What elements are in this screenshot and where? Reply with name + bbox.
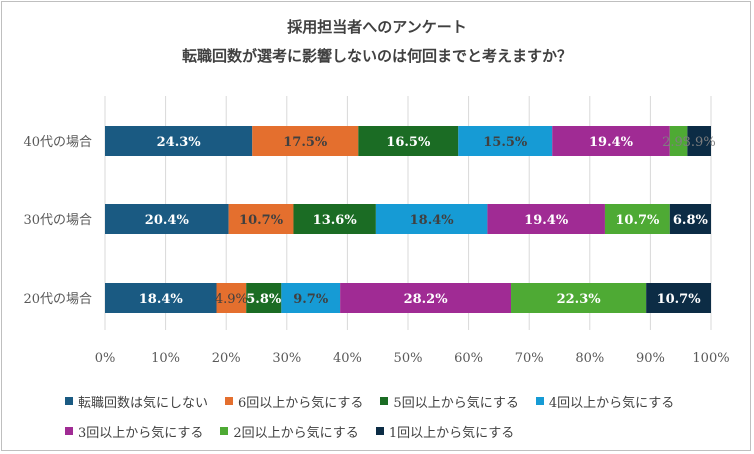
data-label: 10.7% [239, 213, 284, 228]
x-tick-label: 0% [95, 351, 116, 366]
data-label: 15.5% [483, 135, 528, 150]
legend-swatch [375, 427, 384, 435]
data-label: 9.7% [293, 292, 329, 307]
bar-segment [375, 204, 488, 234]
legend-row: 転職回数は気にしない 6回以上から気にする 5回以上から気にする 4回以上から気にする [65, 386, 745, 416]
x-tick-label: 70% [515, 351, 544, 366]
chart-subtitle: 転職回数が選考に影響しないのは何回までと考えますか？ [181, 47, 572, 65]
chart-title: 採用担当者へのアンケート [287, 18, 467, 36]
legend-item: 4回以上から気にする [535, 392, 675, 411]
legend-swatch [65, 397, 73, 405]
bar-segment [552, 126, 670, 156]
x-tick-label: 100% [692, 351, 729, 366]
legend-swatch [380, 397, 389, 405]
x-tick-label: 30% [272, 351, 301, 366]
x-tick-label: 80% [575, 351, 604, 366]
bar-segment [246, 283, 282, 313]
bar-segment [646, 283, 711, 313]
data-label: 19.4% [589, 135, 634, 150]
legend-item: 5回以上から気にする [380, 392, 519, 411]
bar-segment [511, 283, 647, 313]
data-label: 2.9% [662, 135, 695, 150]
bar-segment [669, 204, 711, 234]
data-label: 28.2% [404, 292, 449, 307]
legend-label: 1回以上から気にする [388, 425, 515, 441]
bar-segment [105, 204, 229, 234]
data-label: 16.5% [386, 135, 431, 150]
data-label: 10.7% [657, 292, 702, 307]
x-tick-label: 60% [454, 351, 483, 366]
legend-swatch [225, 397, 234, 405]
data-label: 18.4% [410, 213, 455, 228]
data-label: 24.3% [157, 135, 202, 150]
legend-label: 5回以上から気にする [393, 395, 519, 411]
legend-swatch [220, 427, 229, 435]
data-label: 10.7% [615, 213, 660, 228]
legend-label: 3回以上から気にする [78, 425, 204, 441]
bar-segment [228, 204, 294, 234]
legend-label: 4回以上から気にする [548, 395, 675, 411]
data-label: 17.5% [283, 135, 328, 150]
x-tick-label: 10% [151, 351, 180, 366]
legend-item: 1回以上から気にする [375, 422, 515, 441]
data-label: 4.9% [215, 292, 248, 307]
x-tick-label: 20% [212, 351, 241, 366]
legend-swatch [535, 397, 544, 405]
bar-segment [252, 126, 359, 156]
bar-segment [604, 204, 670, 234]
legend-item: 2回以上から気にする [220, 422, 359, 441]
data-label: 3.9% [683, 135, 716, 150]
data-label: 13.6% [313, 213, 358, 228]
legend-item: 6回以上から気にする [225, 392, 363, 411]
bar-segment [105, 283, 217, 313]
legend-label: 転職回数は気にしない [78, 395, 209, 411]
data-label: 18.4% [139, 292, 184, 307]
legend-label: 6回以上から気にする [238, 395, 364, 411]
data-label: 22.3% [557, 292, 602, 307]
category-label: 20代の場合 [23, 292, 92, 307]
category-label: 30代の場合 [23, 213, 92, 228]
data-label: 5.8% [246, 292, 282, 307]
legend-row: 3回以上から気にする 2回以上から気にする 1回以上から気にする [65, 416, 745, 446]
data-label: 19.4% [524, 213, 569, 228]
bar-segment [340, 283, 512, 313]
legend-label: 2回以上から気にする [233, 425, 359, 441]
x-tick-label: 50% [394, 351, 423, 366]
bar-segment [458, 126, 553, 156]
legend-item: 3回以上から気にする [65, 422, 203, 441]
bar-segment [105, 126, 253, 156]
bar-segment [293, 204, 376, 234]
bar-segment [358, 126, 459, 156]
data-label: 20.4% [145, 213, 190, 228]
legend-swatch [65, 427, 73, 435]
bar-segment [669, 126, 688, 156]
category-label: 40代の場合 [23, 135, 92, 150]
bar-segment [281, 283, 341, 313]
bar-segment [687, 126, 711, 156]
chart-legend: 転職回数は気にしない 6回以上から気にする 5回以上から気にする 4回以上から気にする… [65, 386, 745, 446]
bar-segment [216, 283, 247, 313]
x-tick-label: 90% [636, 351, 665, 366]
data-label: 6.8% [673, 213, 709, 228]
x-tick-label: 40% [333, 351, 362, 366]
bar-segment [487, 204, 605, 234]
legend-item: 転職回数は気にしない [65, 392, 208, 411]
